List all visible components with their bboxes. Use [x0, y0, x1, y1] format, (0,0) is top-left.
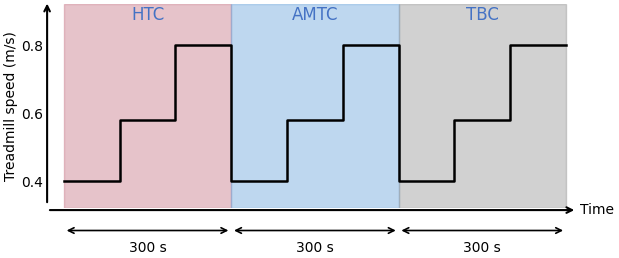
Text: TBC: TBC: [466, 6, 499, 24]
Bar: [232, 4, 399, 208]
Text: 300 s: 300 s: [296, 241, 334, 255]
Bar: [399, 4, 566, 208]
Text: 300 s: 300 s: [464, 241, 501, 255]
Bar: [64, 4, 232, 208]
Text: Time: Time: [580, 203, 614, 217]
Y-axis label: Treadmill speed (m/s): Treadmill speed (m/s): [4, 31, 18, 181]
Text: HTC: HTC: [131, 6, 164, 24]
Text: 300 s: 300 s: [129, 241, 167, 255]
Text: AMTC: AMTC: [292, 6, 338, 24]
